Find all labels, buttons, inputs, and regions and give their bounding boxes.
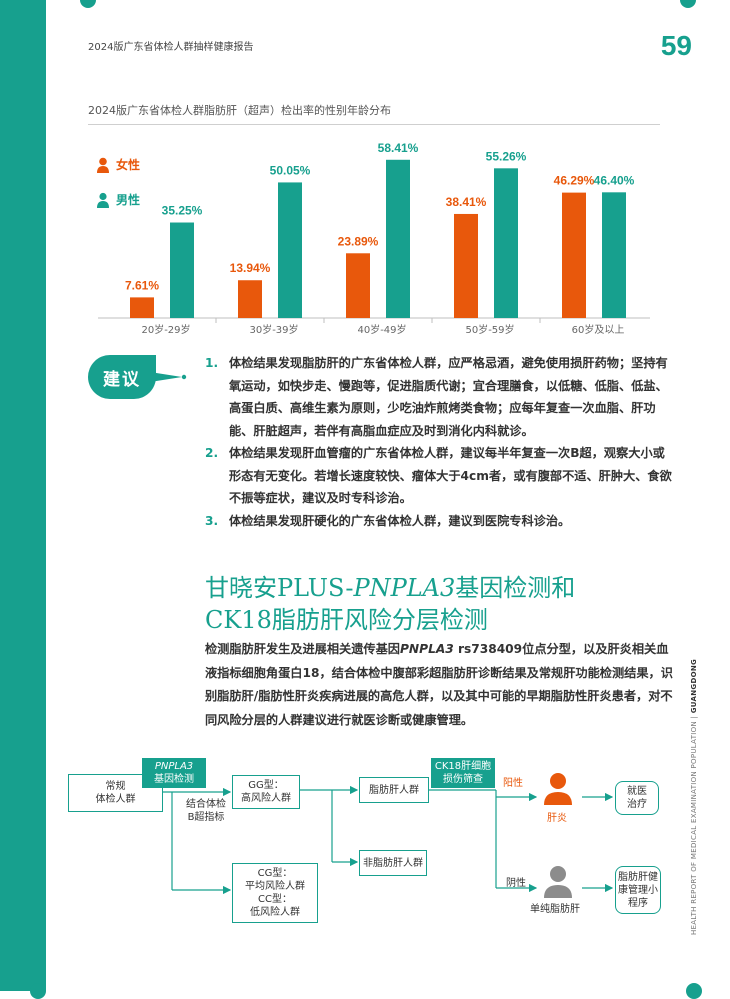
report-title: 2024版广东省体检人群抽样健康报告 xyxy=(88,42,254,53)
pnpla3-tag: PNPLA3 基因检测 xyxy=(142,758,206,788)
bar-value-label: 46.29% xyxy=(554,174,595,188)
bar-female xyxy=(454,213,478,318)
combine-ultrasound-label: 结合体检 B超指标 xyxy=(186,799,226,823)
health-management-box: 脂肪肝健 康管理小 程序 xyxy=(615,866,661,914)
bar-value-label: 7.61% xyxy=(125,278,159,292)
negative-label: 阴性 xyxy=(506,878,526,889)
page-number: 59 xyxy=(660,30,692,61)
bar-value-label: 35.25% xyxy=(162,204,203,218)
chart-title: 2024版广东省体检人群脂肪肝（超声）检出率的性别年龄分布 xyxy=(88,104,391,117)
top-decor-dot xyxy=(80,0,96,8)
hepatitis-label: 肝炎 xyxy=(547,813,567,824)
positive-label: 阳性 xyxy=(503,778,523,789)
male-person-icon xyxy=(97,192,109,208)
bar-female xyxy=(130,297,154,318)
non-fatty-liver-box: 非脂肪肝人群 xyxy=(359,850,427,876)
suggestion-badge-tail xyxy=(150,372,187,382)
treatment-box: 就医 治疗 xyxy=(615,781,659,815)
bar-value-label: 23.89% xyxy=(338,234,379,248)
section-paragraph: 检测脂肪肝发生及进展相关遗传基因PNPLA3 rs738409位点分型，以及肝炎… xyxy=(205,642,673,727)
chart-title-divider xyxy=(88,124,660,125)
simple-fatty-label: 单纯脂肪肝 xyxy=(530,904,580,915)
x-tick-label: 40岁-49岁 xyxy=(357,323,406,336)
legend-female: 女性 xyxy=(96,156,140,173)
bar-value-label: 13.94% xyxy=(230,261,271,275)
bar-male xyxy=(170,222,194,318)
bar-male xyxy=(602,192,626,318)
ck18-tag: CK18肝细胞 损伤筛查 xyxy=(431,758,495,788)
top-decor-dot xyxy=(680,0,696,8)
bar-value-label: 38.41% xyxy=(446,195,487,209)
x-tick-label: 50岁-59岁 xyxy=(465,323,514,336)
x-tick-label: 60岁及以上 xyxy=(572,323,625,336)
gg-high-risk-box: GG型： 高风险人群 xyxy=(232,775,300,809)
cg-cc-risk-box: CG型： 平均风险人群 CC型： 低风险人群 xyxy=(232,863,318,923)
legend-male: 男性 xyxy=(96,191,140,208)
bar-value-label: 55.26% xyxy=(486,149,527,163)
legend-male-label: 男性 xyxy=(116,193,141,207)
x-tick-label: 20岁-29岁 xyxy=(141,323,190,336)
suggestion-list: 1. 体检结果发现脂肪肝的广东省体检人群，应严格忌酒，避免使用损肝药物；坚持有氧运… xyxy=(205,352,675,532)
suggestion-item: 3. 体检结果发现肝硬化的广东省体检人群，建议到医院专科诊治。 xyxy=(205,513,571,528)
female-person-icon xyxy=(97,157,109,173)
bar-female xyxy=(346,253,370,318)
suggestion-item: 1. 体检结果发现脂肪肝的广东省体检人群，应严格忌酒，避免使用损肝药物；坚持有氧运… xyxy=(205,356,668,438)
bar-value-label: 46.40% xyxy=(594,173,635,187)
bar-female xyxy=(562,192,586,318)
x-tick-label: 30岁-39岁 xyxy=(249,323,298,336)
suggestion-badge: 建议 xyxy=(88,355,156,399)
detection-rate-bar-chart: 7.61% 35.25% 20岁-29岁 13.94% 50.05% 30岁-39岁 23.… xyxy=(98,141,650,336)
bar-value-label: 58.41% xyxy=(378,141,419,155)
bar-male xyxy=(386,159,410,318)
simple-fatty-person-icon xyxy=(544,866,572,898)
bar-value-label: 50.05% xyxy=(270,163,311,177)
suggestion-item: 2. 体检结果发现肝血管瘤的广东省体检人群，建议每半年复查一次B超，观察大小或形态… xyxy=(205,446,672,505)
left-accent-bar xyxy=(0,0,46,991)
bar-female xyxy=(238,280,262,318)
hepatitis-person-icon xyxy=(544,773,572,805)
section-title: 甘晓安PLUS-PNPLA3基因检测和 CK18脂肪肝风险分层检测 xyxy=(205,574,576,634)
legend-female-label: 女性 xyxy=(116,158,141,172)
bar-male xyxy=(494,168,518,318)
fatty-liver-box: 脂肪肝人群 xyxy=(359,777,429,803)
bar-male xyxy=(278,182,302,318)
